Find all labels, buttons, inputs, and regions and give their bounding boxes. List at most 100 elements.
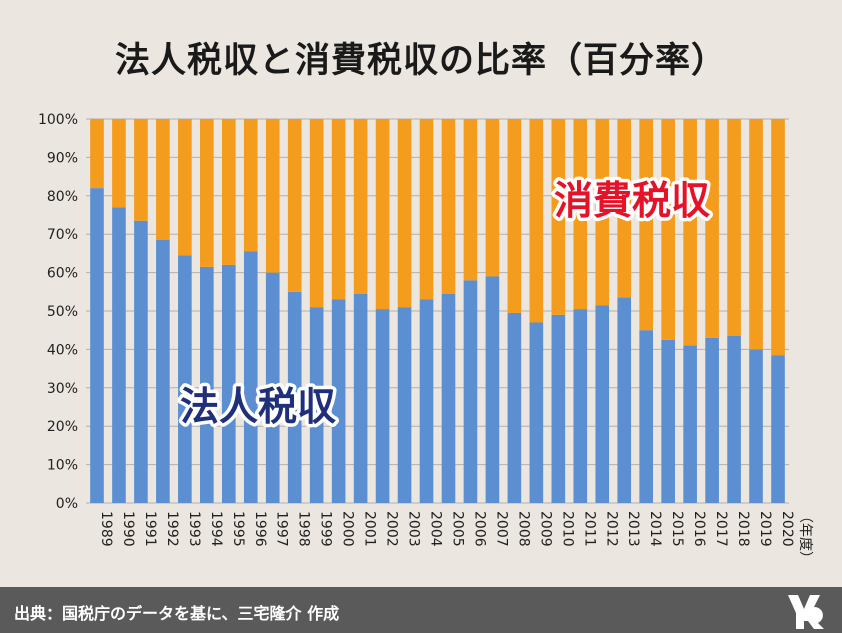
bar-consumption-tax: [112, 119, 126, 208]
bar-consumption-tax: [463, 119, 478, 281]
bar-corporate-tax: [265, 272, 280, 503]
x-tick-label: 2010: [559, 511, 575, 547]
x-tick-labels: 1989 1990 1991 1992 1993 1994 1995 1996 1997 1998…: [98, 511, 795, 547]
y-tick-label: 0%: [56, 496, 78, 512]
x-tick-label: 2009: [537, 511, 553, 547]
bar-consumption-tax: [683, 119, 697, 346]
bar-consumption-tax: [749, 119, 763, 350]
y-tick-label: 70%: [47, 227, 78, 243]
bar-consumption-tax: [221, 119, 236, 265]
bar-corporate-tax: [221, 264, 236, 503]
x-tick-label: 1995: [230, 511, 246, 547]
bar-consumption-tax: [397, 119, 412, 308]
bar-corporate-tax: [661, 339, 675, 503]
bar-corporate-tax: [397, 307, 412, 503]
y-tick-label: 100%: [38, 112, 78, 128]
bar-corporate-tax: [705, 337, 719, 503]
x-tick-label: 2015: [669, 511, 685, 547]
x-tick-label: 2014: [647, 511, 663, 547]
bar-corporate-tax: [529, 322, 544, 503]
x-tick-label: 1991: [142, 511, 158, 547]
y-tick-labels: 0% 10% 20% 30% 40% 50% 60% 70% 80% 90% 100%: [38, 112, 78, 512]
bar-corporate-tax: [375, 309, 390, 503]
x-tick-label: 1993: [186, 511, 202, 547]
x-tick-label: 2012: [603, 511, 619, 547]
y-tick-label: 20%: [47, 419, 78, 435]
bar-consumption-tax: [661, 119, 675, 340]
y-tick-label: 90%: [47, 150, 78, 166]
x-tick-label: 1997: [274, 511, 290, 547]
x-tick-label: 1990: [120, 511, 136, 547]
x-axis-label: （年度）: [797, 509, 813, 565]
bar-consumption-tax: [485, 119, 500, 277]
logo-icon: [788, 595, 824, 629]
bar-consumption-tax: [573, 119, 588, 310]
bar-corporate-tax: [441, 293, 456, 503]
bar-consumption-tax: [617, 119, 632, 298]
footer-bar: 出典：国税庁のデータを基に、三宅隆介 作成: [0, 587, 842, 633]
x-tick-label: 2002: [384, 511, 400, 547]
y-tick-label: 40%: [47, 342, 78, 358]
bar-corporate-tax: [617, 297, 632, 503]
x-tick-label: 1998: [296, 511, 312, 547]
x-tick-label: 2013: [625, 511, 641, 547]
bar-corporate-tax: [134, 220, 148, 503]
x-tick-label: 2004: [428, 511, 444, 547]
bar-consumption-tax: [771, 119, 785, 356]
x-tick-label: 2011: [581, 511, 597, 547]
bar-consumption-tax: [441, 119, 456, 294]
bar-corporate-tax: [309, 307, 324, 503]
bar-consumption-tax: [639, 119, 654, 331]
x-tick-label: 2005: [449, 511, 465, 547]
bar-corporate-tax: [771, 355, 785, 503]
bar-consumption-tax: [353, 119, 368, 294]
bar-corporate-tax: [749, 349, 763, 503]
bar-corporate-tax: [200, 266, 214, 503]
x-tick-label: 2016: [691, 511, 707, 547]
bar-corporate-tax: [485, 276, 500, 503]
bar-corporate-tax: [419, 299, 434, 503]
x-tick-label: 1989: [98, 511, 114, 547]
bar-consumption-tax: [134, 119, 148, 221]
bar-consumption-tax: [705, 119, 719, 338]
x-tick-label: 2006: [471, 511, 487, 547]
annotations: 法人税収 消費税収: [176, 176, 713, 434]
x-tick-label: 1992: [164, 511, 180, 547]
bar-corporate-tax: [287, 291, 302, 503]
bar-corporate-tax: [551, 314, 566, 503]
bar-consumption-tax: [200, 119, 214, 267]
bar-corporate-tax: [112, 207, 126, 503]
bar-consumption-tax: [331, 119, 346, 300]
bar-corporate-tax: [156, 239, 170, 503]
bar-corporate-tax: [463, 280, 478, 503]
bar-consumption-tax: [90, 119, 104, 189]
bar-corporate-tax: [178, 255, 192, 503]
bar-corporate-tax: [507, 312, 522, 503]
bar-consumption-tax: [156, 119, 170, 240]
bar-consumption-tax: [595, 119, 610, 306]
bar-corporate-tax: [331, 299, 346, 503]
x-tick-label: 2018: [735, 511, 751, 547]
bar-consumption-tax: [507, 119, 522, 313]
bar-consumption-tax: [178, 119, 192, 256]
chart-title: 法人税収と消費税収の比率（百分率）: [114, 41, 727, 81]
x-tick-label: 2007: [493, 511, 509, 547]
x-tick-label: 1996: [252, 511, 268, 547]
bar-consumption-tax: [529, 119, 544, 323]
bar-consumption-tax: [309, 119, 324, 308]
y-tick-label: 80%: [47, 189, 78, 205]
bar-consumption-tax: [265, 119, 280, 273]
bar-corporate-tax: [639, 330, 654, 503]
bar-corporate-tax: [243, 251, 258, 503]
bar-consumption-tax: [243, 119, 258, 252]
x-tick-label: 2008: [515, 511, 531, 547]
source-note: 出典：国税庁のデータを基に、三宅隆介 作成: [14, 604, 340, 623]
bar-corporate-tax: [90, 188, 104, 503]
y-tick-label: 50%: [47, 304, 78, 320]
x-tick-label: 2000: [340, 511, 356, 547]
bar-corporate-tax: [683, 345, 697, 503]
bars: [90, 119, 785, 503]
x-tick-label: 2001: [362, 511, 378, 547]
x-tick-label: 2019: [757, 511, 773, 547]
x-tick-label: 1999: [318, 511, 334, 547]
